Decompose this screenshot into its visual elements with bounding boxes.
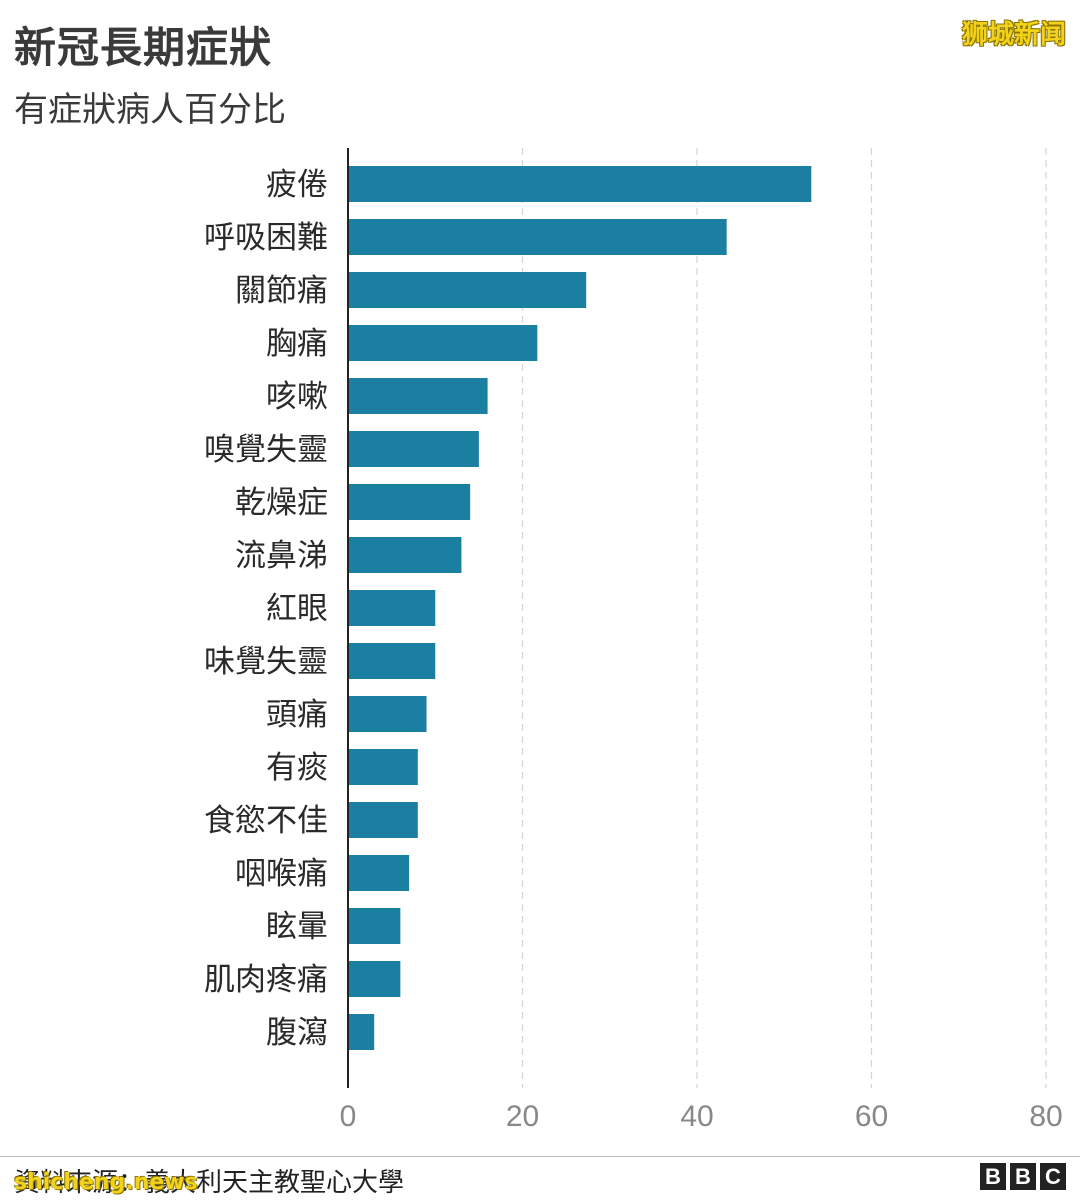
bar bbox=[348, 749, 418, 785]
category-label: 食慾不佳 bbox=[204, 803, 328, 839]
chart-subtitle: 有症狀病人百分比 bbox=[14, 90, 286, 130]
bar bbox=[348, 802, 418, 838]
category-label: 嗅覺失靈 bbox=[204, 432, 328, 468]
bar bbox=[348, 643, 436, 679]
bbc-logo: B B C bbox=[980, 1163, 1066, 1190]
category-label: 疲倦 bbox=[266, 167, 328, 203]
watermark-top: 狮城新闻 bbox=[961, 20, 1066, 50]
category-label: 關節痛 bbox=[235, 273, 328, 309]
bar bbox=[348, 590, 436, 626]
category-label: 咳嗽 bbox=[266, 379, 328, 415]
category-label: 乾燥症 bbox=[235, 485, 328, 521]
x-tick-label: 40 bbox=[680, 1100, 713, 1133]
category-label: 腹瀉 bbox=[266, 1015, 328, 1051]
x-tick-label: 20 bbox=[506, 1100, 539, 1133]
category-label: 咽喉痛 bbox=[235, 856, 328, 892]
category-label: 胸痛 bbox=[266, 326, 328, 362]
x-tick-label: 60 bbox=[855, 1100, 888, 1133]
category-label: 有痰 bbox=[266, 750, 328, 786]
bbc-logo-letter: B bbox=[1010, 1163, 1036, 1190]
bar-chart: 疲倦呼吸困難關節痛胸痛咳嗽嗅覺失靈乾燥症流鼻涕紅眼味覺失靈頭痛有痰食慾不佳咽喉痛… bbox=[204, 148, 1063, 1133]
bar bbox=[348, 431, 479, 467]
bbc-logo-letter: C bbox=[1040, 1163, 1066, 1190]
category-label: 味覺失靈 bbox=[204, 644, 328, 680]
x-tick-label: 80 bbox=[1029, 1100, 1062, 1133]
bar bbox=[348, 325, 538, 361]
bar bbox=[348, 484, 471, 520]
bar bbox=[348, 1014, 375, 1050]
watermark-bottom: shicheng.news bbox=[14, 1170, 198, 1195]
bar bbox=[348, 961, 401, 997]
bbc-logo-letter: B bbox=[980, 1163, 1006, 1190]
bar bbox=[348, 696, 427, 732]
bar bbox=[348, 219, 727, 255]
category-label: 紅眼 bbox=[266, 591, 328, 627]
bar bbox=[348, 166, 812, 202]
bar bbox=[348, 537, 462, 573]
category-label: 呼吸困難 bbox=[204, 220, 328, 256]
bar bbox=[348, 272, 587, 308]
x-tick-label: 0 bbox=[340, 1100, 357, 1133]
bar bbox=[348, 908, 401, 944]
source-note: 資料來源：義大利天主教聖心大學 bbox=[14, 1168, 405, 1198]
bar bbox=[348, 855, 410, 891]
category-label: 肌肉疼痛 bbox=[204, 962, 328, 998]
bar bbox=[348, 378, 488, 414]
category-label: 流鼻涕 bbox=[235, 538, 328, 574]
chart-title: 新冠長期症狀 bbox=[14, 23, 273, 72]
category-label: 頭痛 bbox=[266, 697, 328, 733]
category-label: 眩暈 bbox=[266, 909, 328, 945]
footer-divider bbox=[0, 1156, 1080, 1157]
